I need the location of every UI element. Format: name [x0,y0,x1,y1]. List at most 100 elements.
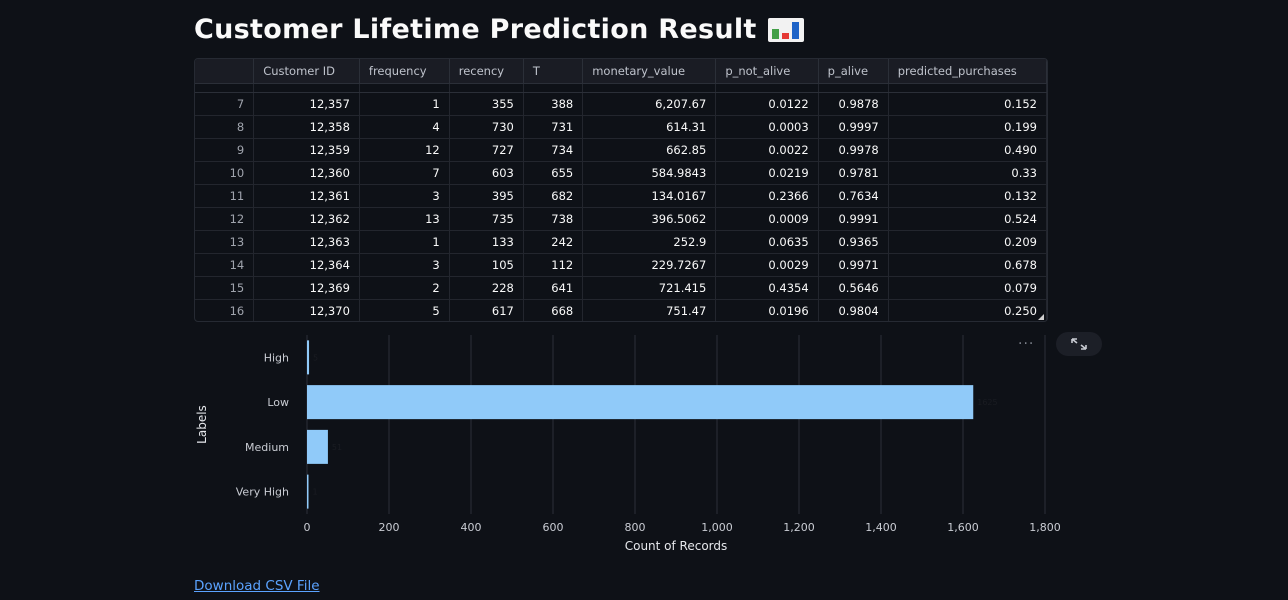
table-cell[interactable]: 0.0196 [715,299,819,321]
row-index-cell[interactable]: 7 [195,92,255,116]
table-cell[interactable]: 0.9781 [818,161,889,185]
table-cell[interactable]: 0.5646 [818,276,889,300]
table-row[interactable]: 9 12,359 12 727 734 662.85 0.0022 0.9978 0.490 [195,138,1047,162]
table-cell[interactable]: 682 [523,184,584,208]
table-cell[interactable]: 0.9878 [818,92,889,116]
table-resize-handle[interactable] [1038,314,1044,320]
row-index-cell[interactable]: 15 [195,276,255,300]
table-cell[interactable]: 12,363 [253,230,360,254]
table-cell[interactable]: 0.132 [888,184,1047,208]
table-cell[interactable]: 0.0219 [715,161,819,185]
table-cell[interactable]: 112 [523,253,584,277]
table-cell[interactable]: 12,361 [253,184,360,208]
table-cell[interactable]: 735 [449,207,524,231]
table-cell[interactable]: 12,360 [253,161,360,185]
table-cell[interactable]: 0.0022 [715,138,819,162]
row-index-cell[interactable]: 9 [195,138,255,162]
table-cell[interactable]: 614.31 [582,115,717,139]
table-cell[interactable]: 12,370 [253,299,360,321]
table-cell[interactable]: 12,359 [253,138,360,162]
table-cell[interactable]: 229.7267 [582,253,717,277]
table-cell[interactable]: 668 [523,299,584,321]
table-cell[interactable]: 396.5062 [582,207,717,231]
table-cell[interactable]: 12,358 [253,115,360,139]
column-header[interactable]: frequency [359,59,450,84]
table-cell[interactable]: 242 [523,230,584,254]
table-cell[interactable]: 0.0635 [715,230,819,254]
table-cell[interactable]: 731 [523,115,584,139]
table-cell[interactable]: 641 [523,276,584,300]
table-cell[interactable]: 105 [449,253,524,277]
table-row[interactable]: 16 12,370 5 617 668 751.47 0.0196 0.9804 0.250 [195,299,1047,321]
table-cell[interactable]: 0.524 [888,207,1047,231]
table-cell[interactable]: 395 [449,184,524,208]
table-cell[interactable]: 133 [449,230,524,254]
table-cell[interactable]: 5 [359,299,450,321]
table-cell[interactable]: 738 [523,207,584,231]
table-cell[interactable]: 730 [449,115,524,139]
table-cell[interactable]: 2 [359,276,450,300]
column-header[interactable]: Customer ID [253,59,360,84]
table-cell[interactable]: 584.9843 [582,161,717,185]
column-header[interactable] [195,59,255,84]
table-cell[interactable]: 655 [523,161,584,185]
table-row[interactable]: 12 12,362 13 735 738 396.5062 0.0009 0.9991 0.52… [195,207,1047,231]
column-header[interactable]: recency [449,59,524,84]
table-cell[interactable]: 0.9365 [818,230,889,254]
table-cell[interactable]: 0.9978 [818,138,889,162]
row-index-cell[interactable]: 12 [195,207,255,231]
table-cell[interactable]: 3 [359,253,450,277]
table-row[interactable]: 14 12,364 3 105 112 229.7267 0.0029 0.9971 0.678 [195,253,1047,277]
table-cell[interactable]: 388 [523,92,584,116]
table-cell[interactable]: 0.152 [888,92,1047,116]
row-index-cell[interactable]: 10 [195,161,255,185]
table-cell[interactable]: 0.9991 [818,207,889,231]
table-cell[interactable]: 0.0029 [715,253,819,277]
table-cell[interactable]: 228 [449,276,524,300]
table-cell[interactable]: 134.0167 [582,184,717,208]
table-cell[interactable]: 0.0009 [715,207,819,231]
column-header[interactable]: p_alive [818,59,889,84]
table-cell[interactable]: 4 [359,115,450,139]
row-index-cell[interactable]: 13 [195,230,255,254]
table-cell[interactable]: 12,357 [253,92,360,116]
chart-menu-button[interactable]: ··· [1018,336,1035,352]
table-cell[interactable]: 0.209 [888,230,1047,254]
table-cell[interactable]: 13 [359,207,450,231]
table-cell[interactable]: 12 [359,138,450,162]
download-csv-link[interactable]: Download CSV File [194,578,320,594]
table-cell[interactable]: 0.9997 [818,115,889,139]
table-cell[interactable]: 12,369 [253,276,360,300]
table-cell[interactable]: 0.33 [888,161,1047,185]
table-cell[interactable]: 12,362 [253,207,360,231]
table-cell[interactable]: 6,207.67 [582,92,717,116]
table-cell[interactable]: 751.47 [582,299,717,321]
table-cell[interactable]: 0.678 [888,253,1047,277]
table-cell[interactable]: 12,364 [253,253,360,277]
row-index-cell[interactable]: 8 [195,115,255,139]
table-cell[interactable]: 252.9 [582,230,717,254]
row-index-cell[interactable]: 11 [195,184,255,208]
table-cell[interactable]: 0.9804 [818,299,889,321]
table-row[interactable]: 15 12,369 2 228 641 721.415 0.4354 0.5646 0.079 [195,276,1047,300]
table-row[interactable]: 8 12,358 4 730 731 614.31 0.0003 0.9997 0.199 [195,115,1047,139]
table-cell[interactable]: 662.85 [582,138,717,162]
column-header[interactable]: T [523,59,584,84]
row-index-cell[interactable]: 16 [195,299,255,321]
table-cell[interactable]: 0.0003 [715,115,819,139]
table-row[interactable]: 13 12,363 1 133 242 252.9 0.0635 0.9365 0.209 [195,230,1047,254]
table-cell[interactable]: 355 [449,92,524,116]
table-cell[interactable]: 603 [449,161,524,185]
table-cell[interactable]: 734 [523,138,584,162]
table-row[interactable]: 10 12,360 7 603 655 584.9843 0.0219 0.9781 0.33 [195,161,1047,185]
row-index-cell[interactable]: 14 [195,253,255,277]
table-cell[interactable]: 0.7634 [818,184,889,208]
table-cell[interactable]: 0.0122 [715,92,819,116]
table-cell[interactable]: 0.250 [888,299,1047,321]
column-header[interactable]: predicted_purchases [888,59,1047,84]
table-cell[interactable]: 1 [359,92,450,116]
table-cell[interactable]: 727 [449,138,524,162]
table-cell[interactable]: 0.490 [888,138,1047,162]
table-row[interactable]: 7 12,357 1 355 388 6,207.67 0.0122 0.9878 0.152 [195,92,1047,116]
